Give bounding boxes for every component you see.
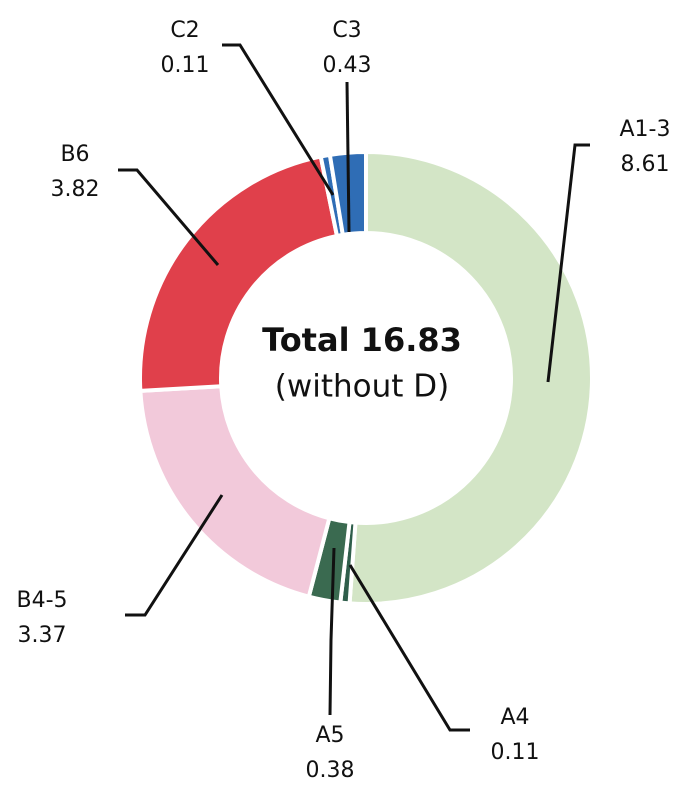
leader-line	[348, 564, 470, 732]
leader-line	[546, 143, 590, 383]
segment-value: 0.43	[323, 53, 372, 78]
donut-segment	[138, 384, 332, 600]
segment-label: C3	[332, 18, 361, 43]
leader-line	[345, 81, 351, 233]
segment-value: 0.11	[491, 740, 540, 765]
segment-label: B6	[60, 142, 89, 167]
segment-value: 3.37	[18, 623, 67, 648]
segment-value: 0.11	[161, 53, 210, 78]
segment-label: C2	[170, 18, 199, 43]
segment-label: A4	[500, 705, 529, 730]
leader-line	[118, 168, 220, 266]
leader-line	[328, 547, 336, 716]
donut-segment	[138, 154, 340, 393]
segment-value: 0.38	[306, 758, 355, 783]
leader-line	[222, 43, 335, 196]
donut-segment	[347, 149, 594, 606]
segment-label: A5	[315, 723, 344, 748]
segment-label: B4-5	[16, 588, 67, 613]
center-subtitle: (without D)	[275, 369, 449, 405]
segment-label: A1-3	[620, 117, 671, 142]
segment-value: 3.82	[51, 177, 100, 202]
segment-value: 8.61	[621, 152, 670, 177]
center-title: Total 16.83	[262, 321, 462, 359]
leader-line	[125, 494, 224, 617]
